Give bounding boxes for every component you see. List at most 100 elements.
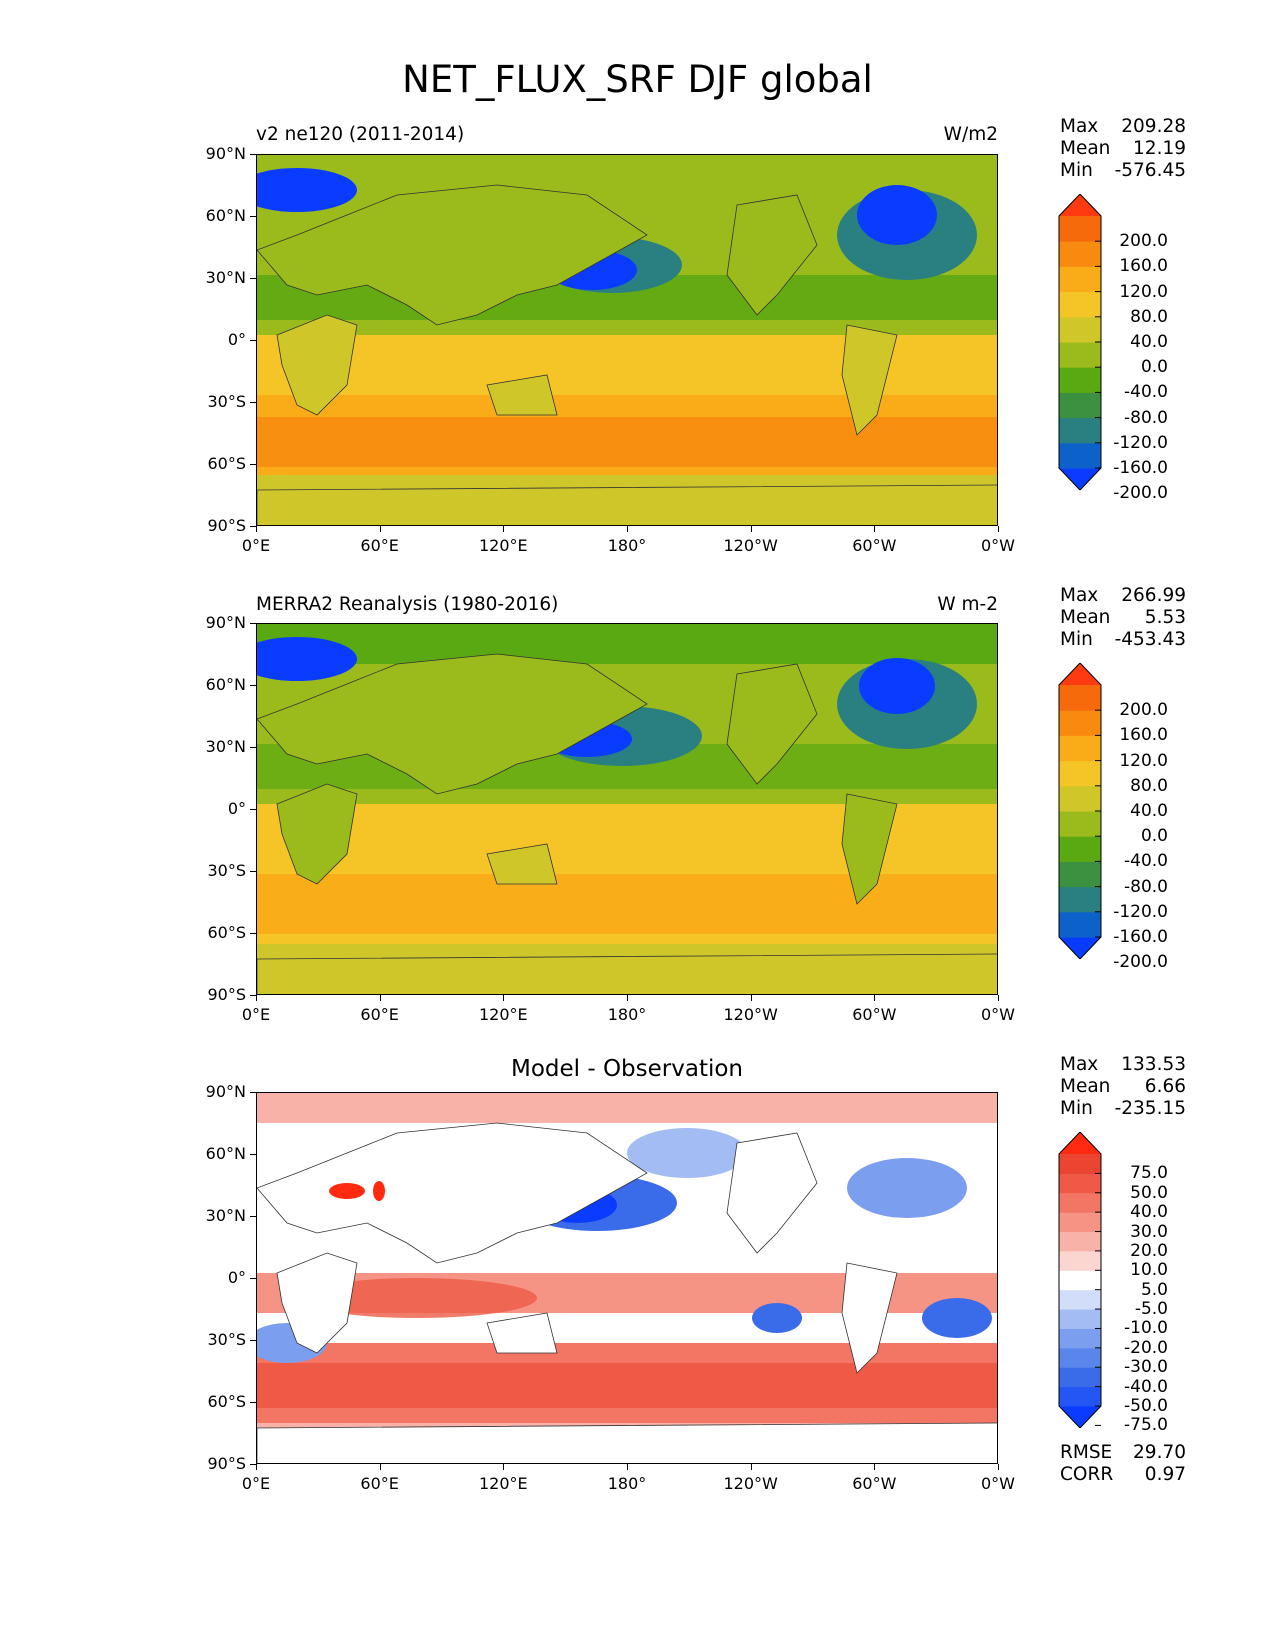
panel-3-rmse-value: 29.70 [1133,1442,1186,1463]
panel-1-lon-tick-mark [256,526,257,532]
panel-2-lon-tick-mark [998,995,999,1001]
panel-3-corr-value: 0.97 [1144,1464,1186,1485]
panel-1-max-label: Max [1060,116,1099,137]
panel-1-lat-tick-mark [250,340,256,341]
panel-2-lon-tick-label: 120°W [723,1005,778,1024]
colorbar-segment [1059,811,1101,837]
panel-1-lon-tick-mark [379,526,381,532]
panel-1-lat-tick-mark [250,526,256,527]
panel-1-lon-tick-mark [627,526,628,532]
colorbar-tick-label: 200.0 [1119,700,1168,721]
panel-3-lat-tick-label: 90°S [207,1454,246,1473]
panel-3-lon-tick-mark [627,1464,628,1470]
colorbar-tick-label: -5.0 [1134,1299,1168,1320]
colorbar-tick-label: 0.0 [1140,357,1168,378]
colorbar-tick-label: -80.0 [1124,876,1168,897]
panel-1-min-value: -576.45 [1114,160,1186,181]
panel-1-left-label: v2 ne120 (2011-2014) [256,124,465,145]
panel-3-lon-tick-label: 0°E [241,1474,271,1493]
panel-1-lat-tick-label: 0° [227,330,246,349]
colorbar-lower-extend [1059,937,1101,959]
panel-2-lat-tick-label: 30°S [207,861,246,880]
colorbar-lower-extend [1059,468,1101,490]
panel-2-map [256,623,998,995]
panel-3-lat-tick-label: 0° [227,1268,246,1287]
panel-1-colorbar-ticks: 200.0 160.0 120.0 80.0 40.0 0.0 -40.0 -80.0 -120… [1108,194,1168,503]
panel-2-lon-tick-label: 0°E [241,1005,271,1024]
panel-3-lat-tick-label: 90°N [205,1082,246,1101]
colorbar-outline [1058,194,1102,490]
panel-1-lon-tick-mark [503,526,505,532]
colorbar-segment [1059,1347,1101,1368]
panel-1-lat-tick-mark [250,216,256,217]
panel-1-lon-tick-mark [750,526,752,532]
panel-3-lon-tick-label: 60°E [360,1474,399,1493]
panel-3-rmse-label: RMSE [1060,1442,1113,1463]
colorbar-segment [1059,1289,1101,1310]
colorbar-tick-label: -80.0 [1124,407,1168,428]
panel-2-max-value: 266.99 [1121,585,1186,606]
panel-3-min-value: -235.15 [1114,1098,1186,1119]
panel-3-lon-tick-label: 0°W [981,1474,1015,1493]
colorbar-segment [1059,1386,1101,1407]
colorbar-tick-label: -50.0 [1124,1396,1168,1416]
panel-3-lon-tick-mark [874,1464,876,1470]
colorbar-segment [1059,785,1101,812]
colorbar-segment [1059,735,1101,762]
colorbar-segment [1059,710,1101,736]
colorbar-segment [1059,1328,1101,1349]
panel-2-map-field [257,624,997,994]
colorbar-segment [1059,417,1101,444]
colorbar-segment [1059,760,1101,787]
panel-1-lat-tick-label: 60°S [207,454,246,473]
colorbar-segment [1059,685,1101,711]
panel-3-colorbar [1058,1132,1102,1428]
colorbar-segment [1059,442,1101,469]
panel-3-lon-tick-label: 120°E [479,1474,528,1493]
colorbar-tick-label: -40.0 [1124,1376,1168,1397]
colorbar-segment [1059,216,1101,242]
colorbar-tick-label: -10.0 [1124,1318,1168,1339]
panel-2-lon-tick-mark [379,995,381,1001]
colorbar-tick-label: 80.0 [1130,306,1168,327]
panel-1-map [256,154,998,526]
colorbar-tick-label: 10.0 [1130,1260,1168,1281]
panel-2-lat-tick-label: 60°S [207,923,246,942]
colorbar-segment [1059,1212,1101,1233]
colorbar-segment [1059,266,1101,293]
panel-2-lat-tick-mark [250,995,256,996]
panel-3-lat-tick-mark [250,1340,256,1341]
colorbar-segment [1059,1192,1101,1213]
panel-2-lon-tick-label: 120°E [479,1005,528,1024]
colorbar-upper-extend [1059,194,1101,216]
colorbar-upper-extend [1059,663,1101,685]
panel-3-lon-tick-label: 180° [607,1474,647,1493]
panel-2-lat-tick-label: 30°N [205,737,246,756]
panel-2-lat-tick-mark [250,623,256,624]
panel-1-map-field [257,155,997,525]
panel-3-corr-label: CORR [1060,1464,1114,1485]
panel-1-lat-tick-label: 90°N [205,144,246,163]
panel-2-lat-tick-mark [250,685,256,686]
colorbar-tick-label: 0.0 [1140,826,1168,847]
colorbar-segment [1059,1309,1101,1329]
colorbar-tick-label: -120.0 [1113,432,1168,453]
panel-2-lat-tick-label: 60°N [205,675,246,694]
panel-3-title: Model - Observation [510,1056,744,1082]
panel-3-lon-tick-label: 60°W [852,1474,897,1493]
colorbar-tick-label: 40.0 [1130,332,1168,352]
colorbar-segment [1059,1250,1101,1271]
colorbar-segment [1059,241,1101,267]
colorbar-tick-label: 120.0 [1119,281,1168,302]
colorbar-segment [1059,911,1101,938]
colorbar-outline [1058,663,1102,959]
panel-2-lon-tick-label: 60°E [360,1005,399,1024]
figure-title: NET_FLUX_SRF DJF global [402,58,873,101]
colorbar-tick-label: 120.0 [1119,750,1168,771]
panel-1-lat-tick-label: 30°S [207,392,246,411]
panel-2-max-label: Max [1060,585,1099,606]
panel-3-lat-tick-label: 60°N [205,1144,246,1163]
panel-1-lat-tick-mark [250,278,256,279]
panel-3-lon-tick-mark [503,1464,505,1470]
panel-3-lat-tick-mark [250,1092,256,1093]
